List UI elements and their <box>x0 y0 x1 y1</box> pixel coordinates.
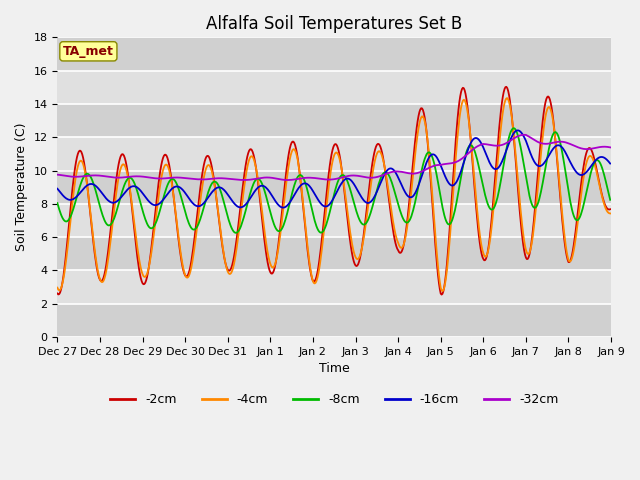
Bar <box>58 71 611 104</box>
Title: Alfalfa Soil Temperatures Set B: Alfalfa Soil Temperatures Set B <box>206 15 462 33</box>
Legend: -2cm, -4cm, -8cm, -16cm, -32cm: -2cm, -4cm, -8cm, -16cm, -32cm <box>105 388 563 411</box>
Bar <box>58 37 611 71</box>
Bar <box>58 137 611 170</box>
Bar <box>58 204 611 237</box>
Bar <box>58 271 611 304</box>
Bar <box>58 304 611 337</box>
Bar <box>58 170 611 204</box>
X-axis label: Time: Time <box>319 362 349 375</box>
Text: TA_met: TA_met <box>63 45 114 58</box>
Y-axis label: Soil Temperature (C): Soil Temperature (C) <box>15 123 28 252</box>
Bar <box>58 237 611 271</box>
Bar <box>58 104 611 137</box>
